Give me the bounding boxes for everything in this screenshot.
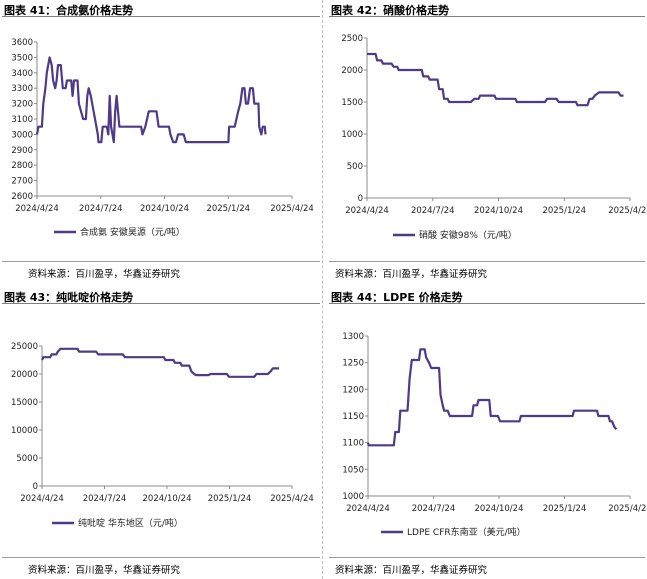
y-tick-label: 10000: [11, 426, 38, 436]
y-tick-label: 2000: [341, 66, 363, 76]
y-tick-label: 3600: [11, 38, 33, 48]
title-rule: [2, 303, 320, 304]
y-tick-label: 3200: [11, 100, 33, 110]
y-tick-label: 3300: [11, 84, 33, 94]
line-chart-43: 0 5000 10000 15000 20000 25000 2024/4/24 2024/7…: [11, 342, 314, 529]
x-tick-label: 2025/4/24: [270, 494, 314, 504]
y-tick-label: 1100: [342, 439, 364, 449]
line-chart-44: 1000 1050 1100 1150 1200 1250 1300 2024/4/24 202…: [342, 332, 647, 538]
y-tick-label: 1250: [342, 359, 364, 369]
line-chart-42: 0 500 1000 1500 2000 2500 2024/4/24 2024/7/24 20…: [341, 34, 647, 241]
chart-title: 图表 43：纯吡啶价格走势: [4, 291, 134, 304]
x-tick-label: 2024/10/24: [475, 504, 524, 514]
y-tick-label: 1500: [341, 98, 363, 108]
y-tick-label: 2600: [11, 192, 33, 202]
source-note: 资料来源：百川盈孚，华鑫证券研究: [335, 269, 488, 280]
y-tick-label: 1200: [342, 385, 364, 395]
x-tick-label: 2024/4/24: [20, 494, 64, 504]
source-rule: [329, 261, 645, 262]
x-tick-label: 2024/7/24: [411, 206, 455, 216]
chart-panel-43: 图表 43：纯吡啶价格走势 0 5000 10000 15000 20000 25000 2…: [0, 287, 322, 579]
series-line: [35, 56, 267, 144]
y-tick-label: 2900: [11, 146, 33, 156]
y-tick-label: 5000: [16, 454, 38, 464]
x-tick-label: 2024/4/24: [345, 206, 389, 216]
x-tick-label: 2025/4/24: [270, 204, 314, 214]
x-tick-label: 2025/4/24: [608, 206, 647, 216]
title-rule: [2, 16, 320, 17]
y-tick-label: 1050: [342, 465, 364, 475]
y-tick-label: 3000: [11, 130, 33, 140]
y-tick-label: 3100: [11, 115, 33, 125]
legend-label: 硝酸 安徽98%（元/吨）: [419, 229, 517, 241]
chart-title: 图表 44：LDPE 价格走势: [331, 291, 463, 304]
y-tick-label: 1300: [342, 332, 364, 342]
x-tick-label: 2025/1/24: [542, 206, 586, 216]
y-tick-label: 1150: [342, 412, 364, 422]
x-tick-label: 2025/1/24: [208, 494, 252, 504]
legend-label: 纯吡啶 华东地区（元/吨）: [78, 517, 183, 529]
legend-label: LDPE CFR东南亚（美元/吨）: [407, 526, 526, 538]
x-tick-label: 2024/7/24: [412, 504, 456, 514]
y-tick-label: 1000: [342, 492, 364, 502]
legend-label: 合成氨 安徽昊源（元/吨）: [80, 226, 185, 238]
y-tick-label: 2800: [11, 161, 33, 171]
chart-panel-44: 图表 44：LDPE 价格走势 1000 1050 1100 1150 1200 1250…: [327, 287, 647, 579]
y-tick-label: 1000: [341, 130, 363, 140]
series-line: [367, 52, 624, 107]
y-tick-label: 3500: [11, 53, 33, 63]
chart-title: 图表 42：硝酸价格走势: [331, 4, 450, 17]
x-tick-label: 2024/4/24: [346, 504, 390, 514]
y-tick-label: 20000: [11, 370, 38, 380]
source-rule: [329, 557, 645, 558]
source-note: 资料来源：百川盈孚，华鑫证券研究: [335, 565, 488, 576]
y-tick-label: 25000: [11, 342, 38, 352]
y-tick-label: 3400: [11, 69, 33, 79]
x-tick-label: 2024/10/24: [140, 204, 189, 214]
x-tick-label: 2025/4/24: [608, 504, 647, 514]
series-line: [366, 348, 618, 447]
y-tick-label: 2500: [341, 34, 363, 44]
chart-panel-42: 图表 42：硝酸价格走势 0 500 1000 1500 2000 2500 2024/4/…: [327, 0, 647, 284]
source-note: 资料来源：百川盈孚，华鑫证券研究: [28, 269, 181, 280]
x-tick-label: 2025/1/24: [543, 504, 587, 514]
y-tick-label: 2700: [11, 177, 33, 187]
x-tick-label: 2024/7/24: [83, 494, 127, 504]
x-tick-label: 2025/1/24: [206, 204, 250, 214]
y-tick-label: 0: [33, 482, 38, 492]
x-tick-label: 2024/4/24: [15, 204, 59, 214]
chart-title: 图表 41：合成氨价格走势: [4, 4, 134, 17]
source-rule: [2, 557, 320, 558]
x-tick-label: 2024/10/24: [474, 206, 523, 216]
y-tick-label: 0: [358, 194, 363, 204]
y-tick-label: 500: [347, 162, 363, 172]
x-tick-label: 2024/7/24: [79, 204, 123, 214]
panel-divider: [322, 0, 323, 579]
y-tick-label: 15000: [11, 398, 38, 408]
title-rule: [329, 16, 645, 17]
series-line: [41, 347, 279, 378]
chart-panel-41: 图表 41：合成氨价格走势 2600 2700 2800 2900 3000 3100 32…: [0, 0, 322, 284]
title-rule: [329, 303, 645, 304]
line-chart-41: 2600 2700 2800 2900 3000 3100 3200 3300 3400 3500…: [11, 38, 314, 238]
source-note: 资料来源：百川盈孚，华鑫证券研究: [28, 565, 181, 576]
x-tick-label: 2024/10/24: [143, 494, 192, 504]
source-rule: [2, 261, 320, 262]
